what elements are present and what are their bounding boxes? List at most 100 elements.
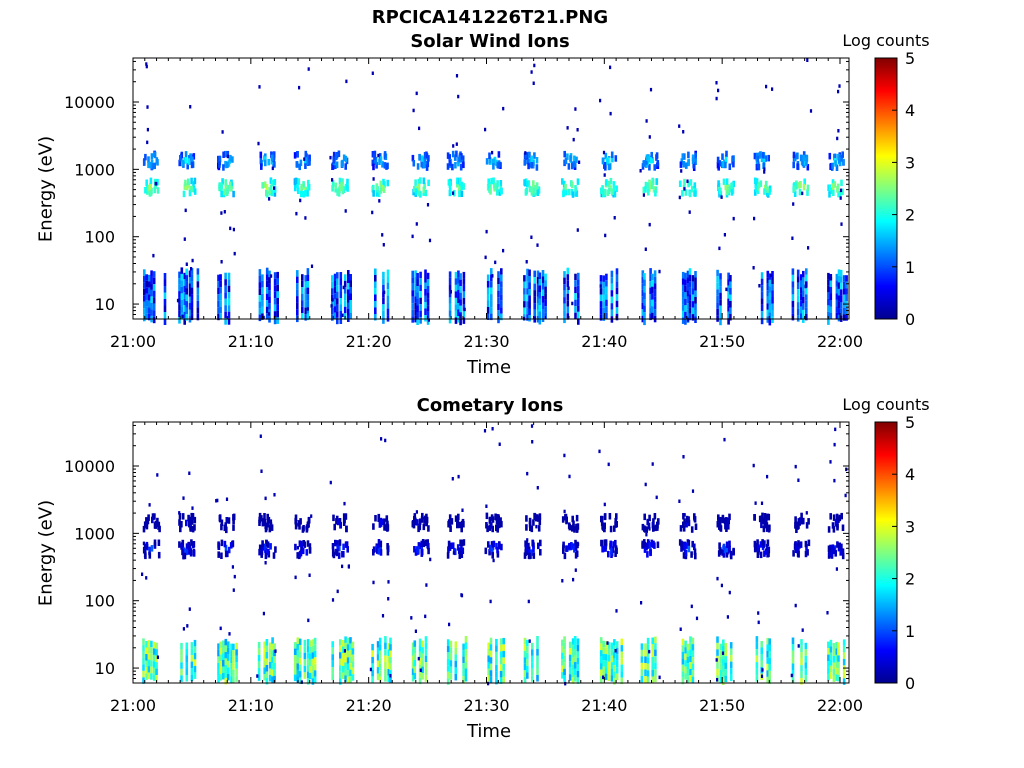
heatmap-cell bbox=[842, 294, 846, 302]
heatmap-cell bbox=[760, 317, 764, 325]
background-count bbox=[451, 191, 455, 195]
heatmap-cell bbox=[800, 287, 803, 294]
heatmap-cell bbox=[261, 182, 264, 189]
heatmap-cell bbox=[804, 642, 808, 650]
background-count bbox=[826, 611, 829, 615]
heatmap-cell bbox=[526, 275, 529, 282]
heatmap-cell bbox=[296, 309, 299, 316]
heatmap-cell bbox=[534, 184, 537, 192]
heatmap-cell bbox=[797, 182, 801, 189]
heatmap-cell bbox=[729, 185, 732, 193]
heatmap-cell bbox=[180, 151, 184, 159]
heatmap-cell bbox=[190, 281, 194, 288]
heatmap-cell bbox=[688, 313, 692, 321]
heatmap-cell bbox=[536, 189, 540, 196]
heatmap-cell bbox=[791, 644, 795, 651]
heatmap-cell bbox=[768, 670, 771, 678]
heatmap-cell bbox=[193, 639, 197, 647]
background-count bbox=[452, 144, 455, 148]
heatmap-cell bbox=[805, 294, 808, 301]
heatmap-cell bbox=[687, 545, 691, 553]
heatmap-cell bbox=[538, 518, 542, 525]
heatmap-cell bbox=[426, 279, 430, 286]
heatmap-cell bbox=[163, 318, 167, 325]
heatmap-cell bbox=[727, 517, 730, 525]
heatmap-cell bbox=[304, 150, 308, 158]
heatmap-cell bbox=[605, 306, 608, 313]
heatmap-cell bbox=[611, 188, 614, 195]
heatmap-cell bbox=[766, 670, 769, 677]
heatmap-cell bbox=[602, 288, 606, 295]
heatmap-cell bbox=[526, 639, 529, 647]
heatmap-cell bbox=[308, 640, 312, 647]
heatmap-cell bbox=[766, 539, 770, 546]
heatmap-cell bbox=[758, 515, 762, 523]
heatmap-cell bbox=[227, 279, 231, 286]
heatmap-cell bbox=[719, 318, 722, 326]
heatmap-cell bbox=[386, 549, 390, 556]
heatmap-cell bbox=[500, 543, 503, 551]
y-tick-label: 1000 bbox=[74, 160, 115, 179]
heatmap-cell bbox=[344, 541, 348, 548]
heatmap-cell bbox=[301, 526, 305, 533]
heatmap-cell bbox=[219, 654, 222, 662]
background-count bbox=[566, 126, 569, 130]
heatmap-cell bbox=[416, 312, 419, 319]
heatmap-cell bbox=[762, 525, 766, 533]
heatmap-cell bbox=[222, 164, 225, 171]
heatmap-cell bbox=[796, 163, 799, 170]
heatmap-cell bbox=[571, 657, 575, 665]
heatmap-cell bbox=[462, 304, 466, 311]
heatmap-cell bbox=[615, 274, 619, 282]
heatmap-cell bbox=[189, 186, 192, 193]
heatmap-cell bbox=[150, 673, 153, 680]
heatmap-cell bbox=[373, 153, 376, 160]
heatmap-cell bbox=[802, 283, 805, 291]
heatmap-cell bbox=[301, 287, 304, 294]
heatmap-cell bbox=[525, 515, 528, 522]
colorbar-label-top: Log counts bbox=[842, 31, 930, 50]
heatmap-cell bbox=[768, 651, 771, 658]
heatmap-cell bbox=[413, 646, 417, 654]
background-count bbox=[382, 243, 385, 247]
heatmap-cell bbox=[232, 524, 235, 531]
heatmap-cell bbox=[523, 179, 526, 186]
heatmap-cell bbox=[419, 291, 422, 298]
heatmap-cell bbox=[842, 275, 846, 282]
heatmap-cell bbox=[180, 662, 183, 669]
heatmap-cell bbox=[219, 661, 222, 668]
heatmap-cell bbox=[263, 667, 266, 674]
heatmap-cell bbox=[336, 304, 339, 312]
heatmap-cell bbox=[764, 180, 768, 188]
heatmap-cell bbox=[224, 544, 228, 552]
heatmap-cell bbox=[349, 643, 352, 651]
heatmap-cell bbox=[829, 287, 833, 294]
heatmap-cell bbox=[147, 653, 151, 660]
heatmap-cell bbox=[389, 644, 392, 651]
heatmap-cell bbox=[145, 274, 148, 281]
background-count bbox=[536, 486, 539, 490]
heatmap-cell bbox=[721, 549, 724, 556]
heatmap-cell bbox=[724, 522, 727, 530]
heatmap-cell bbox=[605, 312, 608, 320]
heatmap-cell bbox=[681, 658, 685, 665]
heatmap-cell bbox=[650, 540, 654, 547]
heatmap-cell bbox=[296, 552, 299, 559]
heatmap-cell bbox=[602, 190, 605, 198]
heatmap-cell bbox=[343, 293, 347, 301]
heatmap-cell bbox=[487, 642, 490, 649]
heatmap-cell bbox=[827, 661, 830, 668]
heatmap-cell bbox=[842, 288, 846, 295]
heatmap-cell bbox=[532, 187, 536, 194]
heatmap-cell bbox=[263, 518, 267, 526]
heatmap-cell bbox=[192, 153, 196, 160]
heatmap-cell bbox=[831, 183, 835, 190]
heatmap-cell bbox=[761, 512, 764, 520]
heatmap-cell bbox=[308, 154, 311, 161]
heatmap-cell bbox=[613, 658, 616, 666]
background-count bbox=[303, 157, 306, 161]
heatmap-cell bbox=[339, 311, 343, 318]
heatmap-cell bbox=[796, 315, 800, 322]
heatmap-cell bbox=[649, 300, 652, 308]
heatmap-cell bbox=[145, 179, 148, 186]
